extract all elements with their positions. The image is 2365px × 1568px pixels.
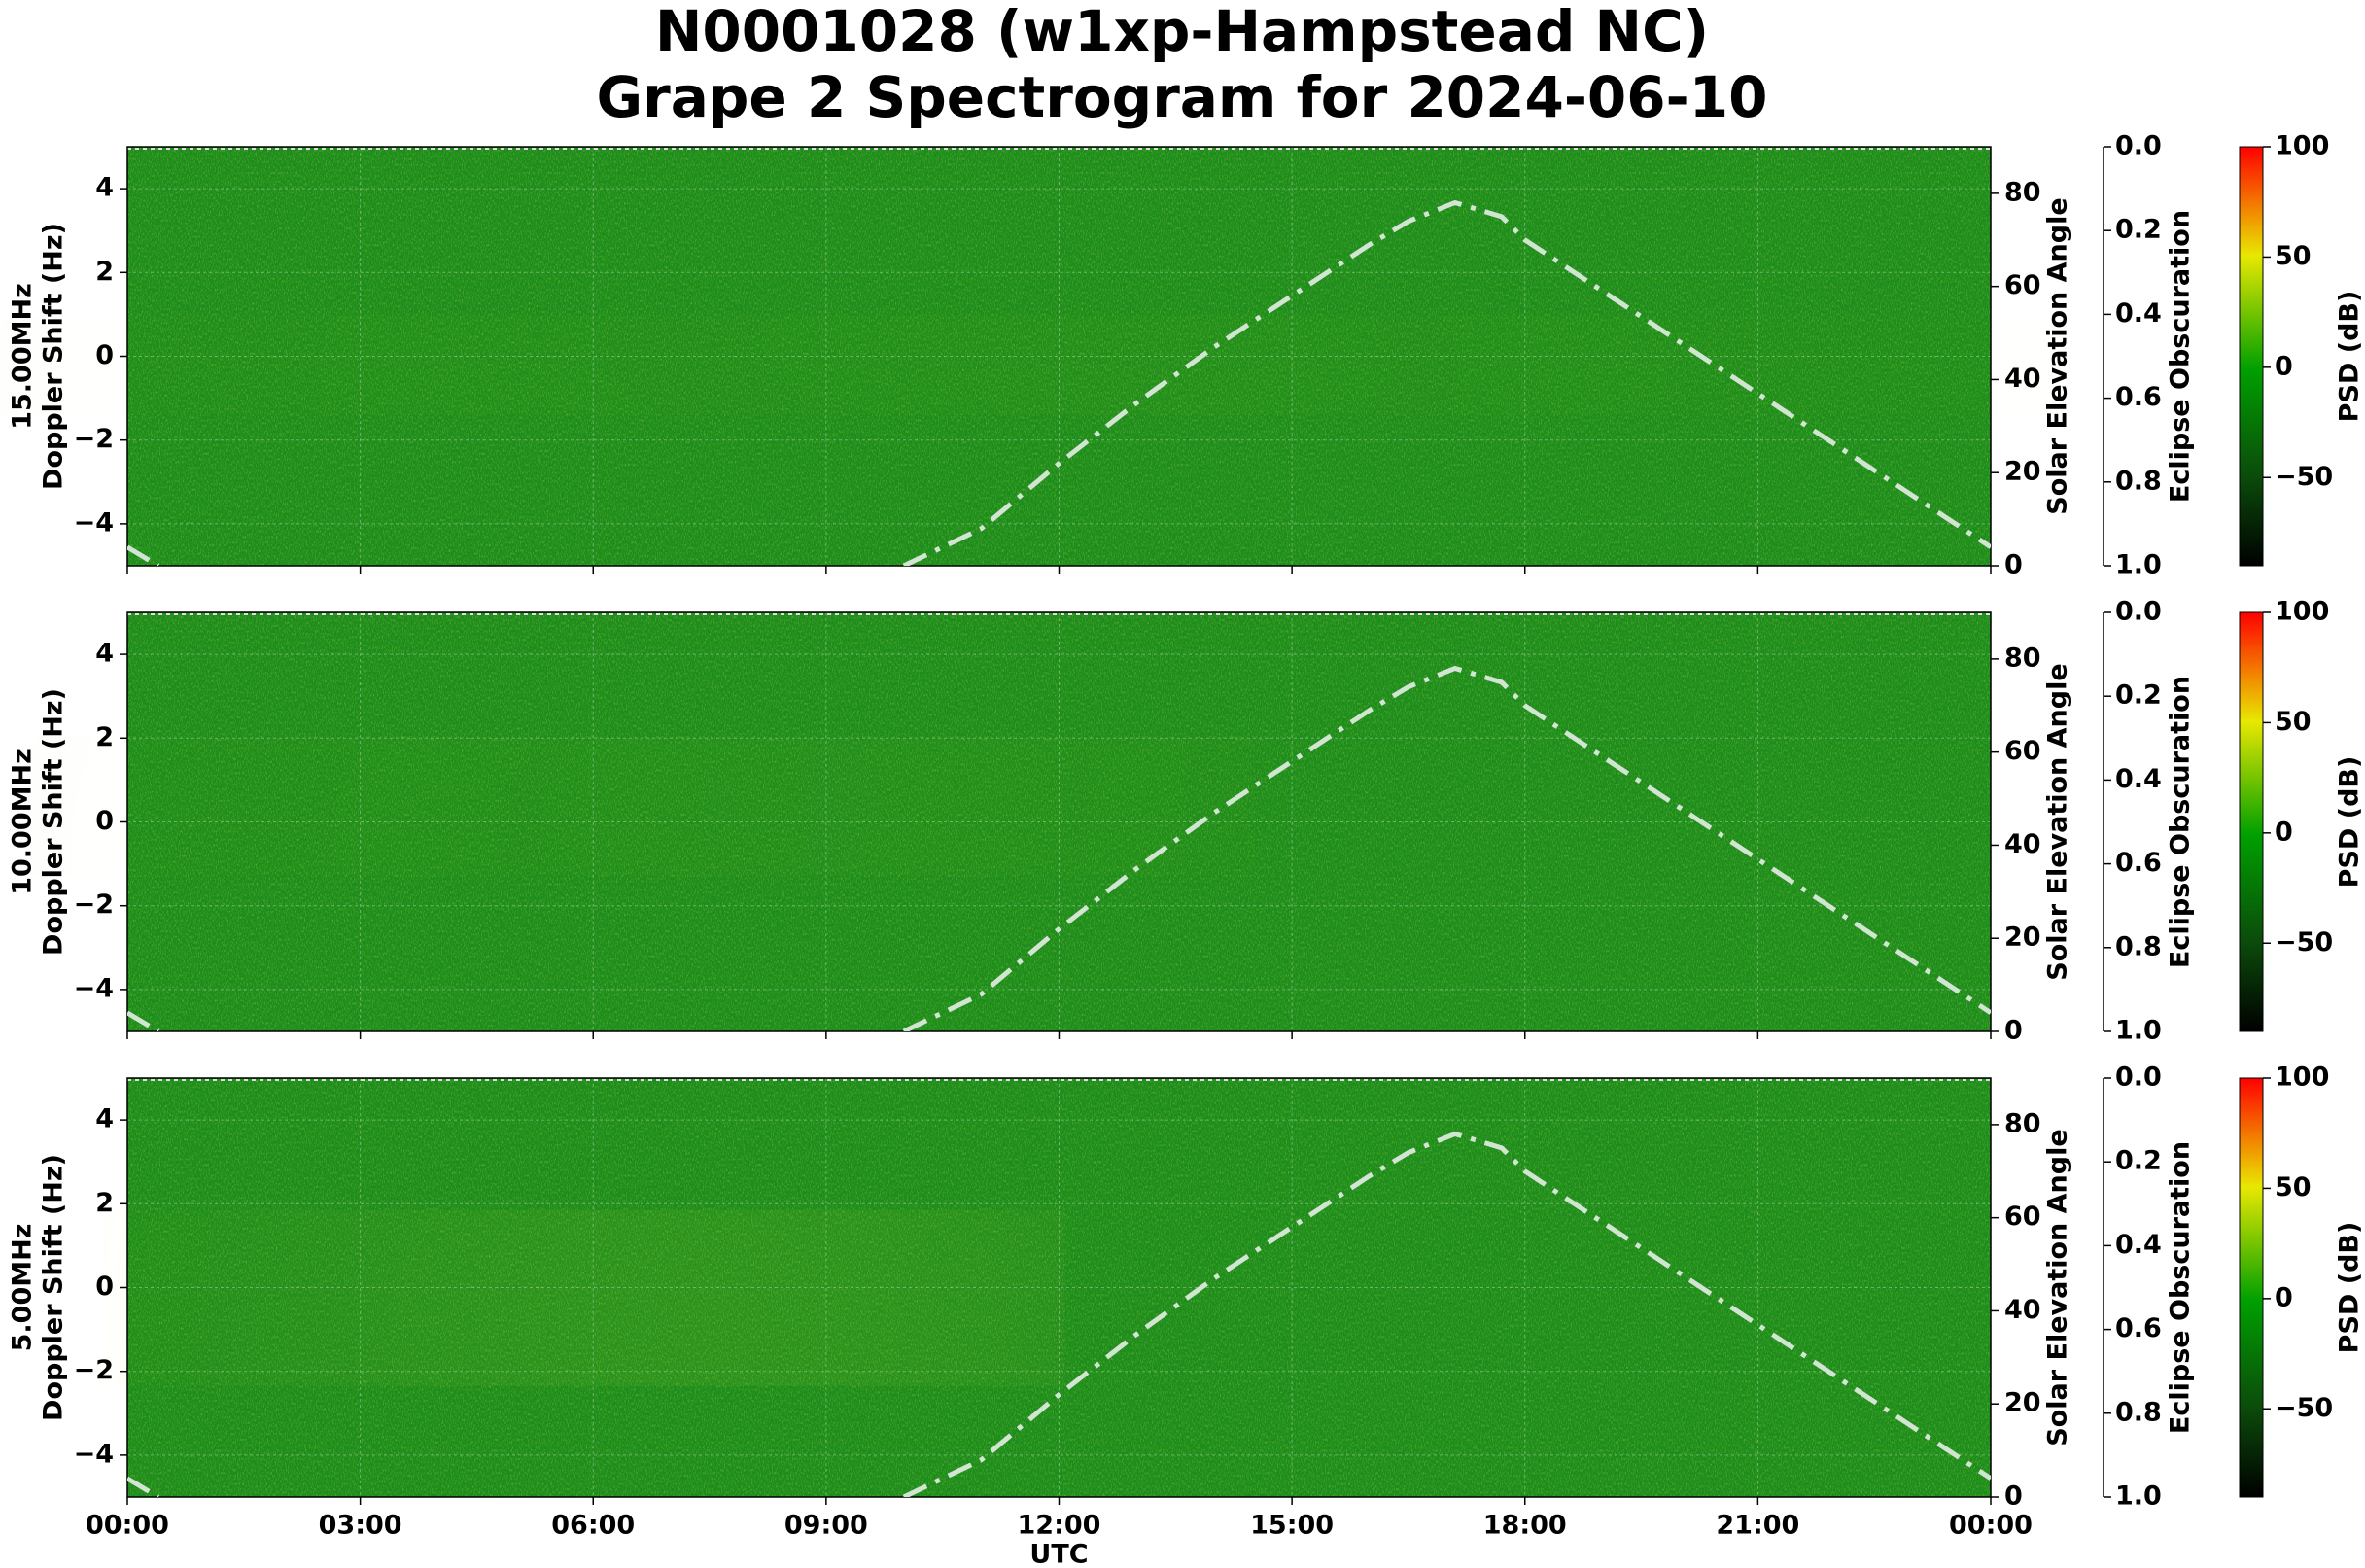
axes-frame [126,146,1992,567]
y3-axis-label: Eclipse Obscuration [2166,210,2196,503]
y-tick-label: 2 [95,1188,114,1218]
colorbar-tick-label: 50 [2275,707,2312,737]
colorbar-tick-label: 50 [2275,241,2312,271]
chart-title: N0001028 (w1xp-Hampstead NC) [655,0,1709,64]
y-tick-label: −2 [74,1355,114,1385]
y3-tick-label: 1.0 [2115,1016,2162,1046]
y-tick-label: 2 [95,257,114,287]
y2-tick-label: 40 [2004,1295,2041,1325]
y3-tick-label: 0.4 [2115,764,2162,794]
y2-tick-label: 0 [2004,1016,2023,1046]
colorbar-label: PSD (dB) [2335,756,2365,889]
y-tick-label: 4 [95,639,114,669]
x-tick-label: 12:00 [1018,1511,1101,1541]
y-axis-label: 10.00MHz [8,749,38,895]
y2-tick-label: 80 [2004,177,2041,207]
colorbar-tick-label: 0 [2275,1282,2293,1312]
colorbar-tick-label: 50 [2275,1172,2312,1202]
solar-elevation-line [127,665,1991,1031]
colorbar-tick-label: 100 [2275,1063,2329,1093]
y3-tick-label: 0.0 [2115,597,2162,627]
colorbar-tick-label: 0 [2275,817,2293,847]
x-tick-label: 03:00 [319,1511,402,1541]
x-tick-label: 06:00 [551,1511,635,1541]
x-tick-label: 00:00 [1949,1511,2033,1541]
colorbar [2239,146,2264,567]
x-axis-label: UTC [1029,1540,1088,1568]
y-axis-label: 15.00MHz [8,283,38,430]
x-tick-label: 15:00 [1250,1511,1334,1541]
y2-tick-label: 20 [2004,923,2041,953]
y-tick-label: 4 [95,1104,114,1134]
y-tick-label: 2 [95,722,114,752]
y2-tick-label: 20 [2004,1388,2041,1418]
y-tick-label: −4 [74,507,114,538]
y3-axis-label: Eclipse Obscuration [2166,1141,2196,1434]
colorbar-tick-label: −50 [2275,462,2333,492]
colorbar-tick-label: 100 [2275,131,2329,161]
y2-tick-label: 20 [2004,457,2041,487]
chart-subtitle: Grape 2 Spectrogram for 2024-06-10 [597,64,1768,130]
y2-tick-label: 60 [2004,736,2041,766]
x-tick-label: 18:00 [1483,1511,1567,1541]
colorbar-tick-label: 100 [2275,597,2329,627]
solar-elevation-line [127,199,1991,566]
y3-tick-label: 0.8 [2115,466,2162,496]
x-tick-label: 00:00 [86,1511,169,1541]
y3-tick-label: 0.8 [2115,931,2162,961]
y2-tick-label: 80 [2004,643,2041,673]
y-axis-label: Doppler Shift (Hz) [39,688,69,956]
y3-tick-label: 0.4 [2115,1230,2162,1260]
colorbar-tick-label: −50 [2275,1393,2333,1423]
y3-tick-label: 0.0 [2115,131,2162,161]
y2-tick-label: 80 [2004,1108,2041,1138]
y2-tick-label: 60 [2004,270,2041,300]
y-tick-label: −4 [74,1439,114,1469]
y2-tick-label: 0 [2004,1481,2023,1512]
y-tick-label: −2 [74,424,114,454]
colorbar-label: PSD (dB) [2335,291,2365,423]
axes-frame [126,1077,1992,1498]
colorbar-label: PSD (dB) [2335,1222,2365,1354]
y-tick-label: −2 [74,889,114,920]
y-tick-label: 0 [95,340,114,370]
y2-tick-label: 40 [2004,829,2041,859]
y3-tick-label: 0.2 [2115,680,2162,711]
solar-elevation-line [127,1131,1991,1497]
y3-tick-label: 0.4 [2115,298,2162,329]
y-tick-label: −4 [74,973,114,1003]
y2-tick-label: 40 [2004,364,2041,394]
x-tick-label: 09:00 [784,1511,868,1541]
axes-frame [126,611,1992,1032]
y3-tick-label: 0.8 [2115,1397,2162,1427]
y2-axis-label: Solar Elevation Angle [2043,197,2073,514]
y-tick-label: 0 [95,806,114,836]
colorbar [2239,611,2264,1032]
y2-axis-label: Solar Elevation Angle [2043,1129,2073,1446]
y3-tick-label: 0.6 [2115,382,2162,412]
y3-tick-label: 1.0 [2115,1481,2162,1512]
colorbar [2239,1077,2264,1498]
colorbar-tick-label: 0 [2275,351,2293,381]
y-tick-label: 4 [95,173,114,203]
y2-tick-label: 60 [2004,1202,2041,1232]
y3-tick-label: 1.0 [2115,550,2162,580]
y3-tick-label: 0.6 [2115,848,2162,878]
y3-tick-label: 0.0 [2115,1063,2162,1093]
y-tick-label: 0 [95,1272,114,1302]
y3-axis-label: Eclipse Obscuration [2166,676,2196,968]
y3-tick-label: 0.6 [2115,1313,2162,1343]
y2-tick-label: 0 [2004,550,2023,580]
y-axis-label: Doppler Shift (Hz) [39,223,69,490]
x-tick-label: 21:00 [1716,1511,1799,1541]
colorbar-tick-label: −50 [2275,927,2333,958]
y3-tick-label: 0.2 [2115,1146,2162,1176]
y3-tick-label: 0.2 [2115,215,2162,245]
y-axis-label: Doppler Shift (Hz) [39,1154,69,1421]
y-axis-label: 5.00MHz [8,1224,38,1352]
y2-axis-label: Solar Elevation Angle [2043,663,2073,980]
